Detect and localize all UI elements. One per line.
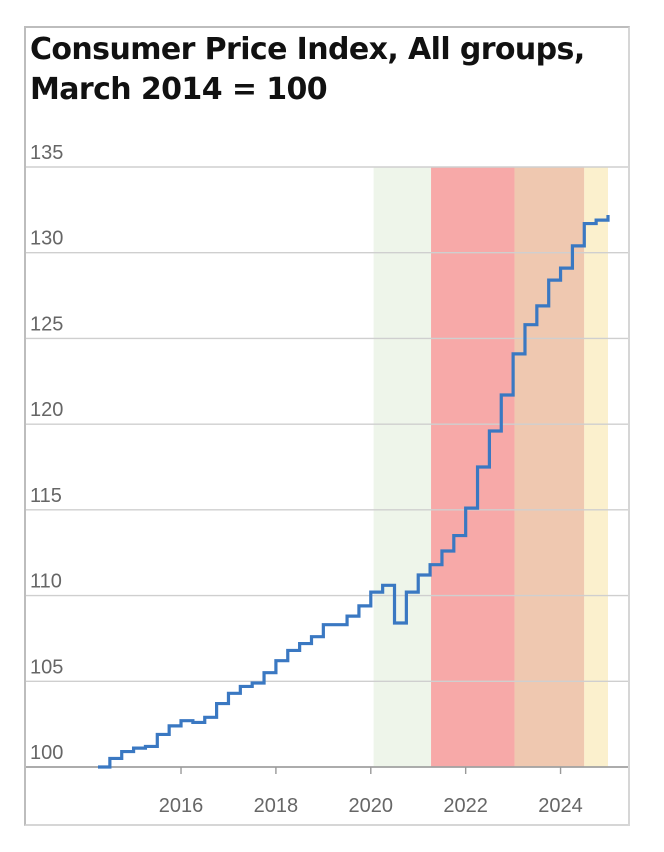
- shaded-region-1: [373, 167, 432, 767]
- shaded-region-2: [431, 167, 515, 767]
- shaded-region-4: [584, 167, 608, 767]
- x-tick-label-2020: 2020: [349, 795, 394, 817]
- chart-frame: [24, 26, 630, 826]
- y-tick-label-100: 100: [30, 742, 63, 764]
- chart-title-line-2: March 2014 = 100: [30, 72, 328, 107]
- y-tick-label-120: 120: [30, 399, 63, 421]
- y-tick-label-115: 115: [30, 485, 62, 507]
- y-tick-label-130: 130: [30, 228, 63, 250]
- x-tick-label-2018: 2018: [254, 795, 299, 817]
- y-tick-label-125: 125: [30, 313, 63, 335]
- x-tick-label-2016: 2016: [159, 795, 204, 817]
- chart-title-line-1: Consumer Price Index, All groups,: [30, 32, 585, 67]
- x-tick-label-2022: 2022: [443, 795, 488, 817]
- y-tick-label-110: 110: [30, 571, 62, 593]
- y-tick-label-105: 105: [30, 656, 63, 678]
- x-tick-label-2024: 2024: [538, 795, 583, 817]
- chart-title: Consumer Price Index, All groups, March …: [30, 30, 620, 110]
- series-line-1: [98, 215, 610, 769]
- y-tick-label-135: 135: [30, 142, 63, 164]
